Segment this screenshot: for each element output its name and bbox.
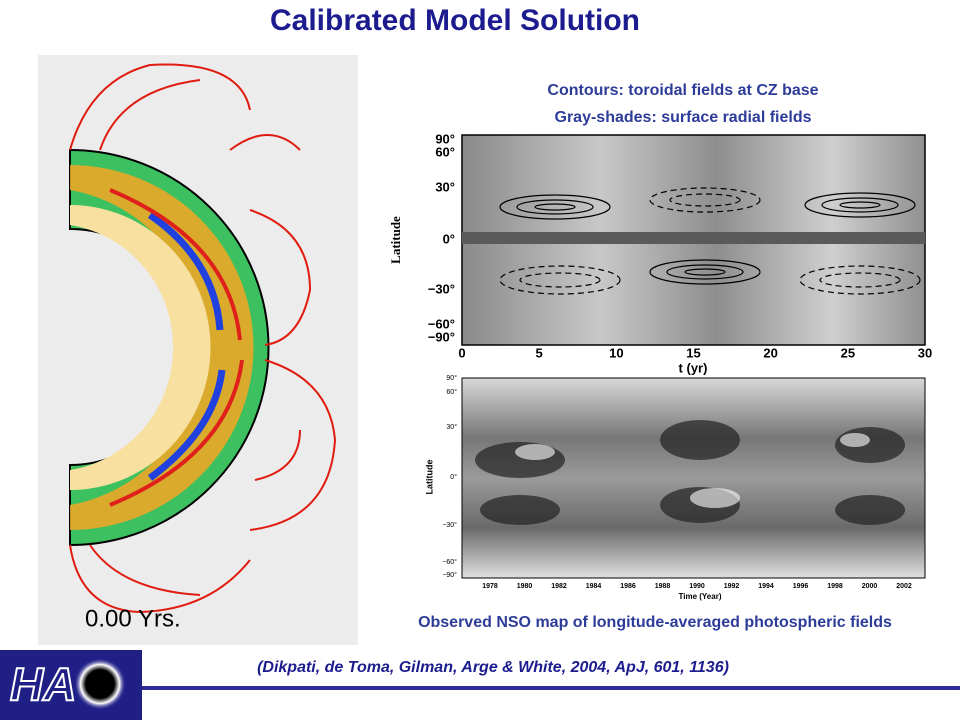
y-tick-label: 0°	[450, 473, 457, 481]
x-tick-label: 1998	[827, 583, 843, 590]
y-label: Latitude	[424, 460, 434, 495]
x-label: Time (Year)	[679, 592, 722, 601]
y-tick-label: −60°	[428, 316, 455, 331]
caption: Observed NSO map of longitude-averaged p…	[418, 614, 892, 631]
y-tick-label: −30°	[442, 521, 457, 529]
x-tick-label: 1980	[517, 583, 533, 590]
x-tick-label: 5	[536, 345, 543, 360]
x-tick-label: 0	[458, 345, 465, 360]
citation: (Dikpati, de Toma, Gilman, Arge & White,…	[257, 659, 729, 676]
x-tick-label: 10	[609, 345, 623, 360]
x-tick-label: 1994	[758, 583, 774, 590]
x-tick-label: 1988	[655, 583, 671, 590]
y-tick-label: 60°	[435, 144, 455, 159]
y-tick-label: 30°	[446, 423, 457, 431]
x-label: t (yr)	[679, 360, 708, 375]
caption: Contours: toroidal fields at CZ base	[547, 82, 818, 99]
x-tick-label: 1992	[724, 583, 740, 590]
y-tick-label: −90°	[442, 571, 457, 579]
y-tick-label: 90°	[446, 374, 457, 382]
top-plot	[461, 134, 926, 346]
title: Calibrated Model Solution	[270, 4, 640, 37]
logo: HA	[0, 650, 960, 720]
model-panel: 0.00 Yrs.	[38, 55, 358, 645]
x-tick-label: 1990	[689, 583, 705, 590]
y-tick-label: 60°	[446, 388, 457, 396]
y-tick-label: 0°	[443, 231, 455, 246]
x-tick-label: 25	[841, 345, 855, 360]
x-tick-label: 2000	[862, 583, 878, 590]
y-tick-label: −60°	[442, 558, 457, 566]
y-tick-label: 90°	[435, 131, 455, 146]
x-tick-label: 30	[918, 345, 932, 360]
y-tick-label: 30°	[435, 179, 455, 194]
x-tick-label: 1978	[482, 583, 498, 590]
y-tick-label: −30°	[428, 281, 455, 296]
x-tick-label: 1982	[551, 583, 567, 590]
x-tick-label: 1984	[586, 583, 602, 590]
x-tick-label: 1986	[620, 583, 636, 590]
time-label: 0.00 Yrs.	[85, 605, 181, 632]
caption: Gray-shades: surface radial fields	[555, 109, 812, 126]
logo-text: HA	[10, 658, 76, 710]
x-tick-label: 15	[686, 345, 700, 360]
bottom-plot	[461, 377, 926, 579]
y-label: Latitude	[388, 216, 403, 264]
x-tick-label: 1996	[793, 583, 809, 590]
x-tick-label: 2002	[896, 583, 912, 590]
x-tick-label: 20	[763, 345, 777, 360]
y-tick-label: −90°	[428, 329, 455, 344]
